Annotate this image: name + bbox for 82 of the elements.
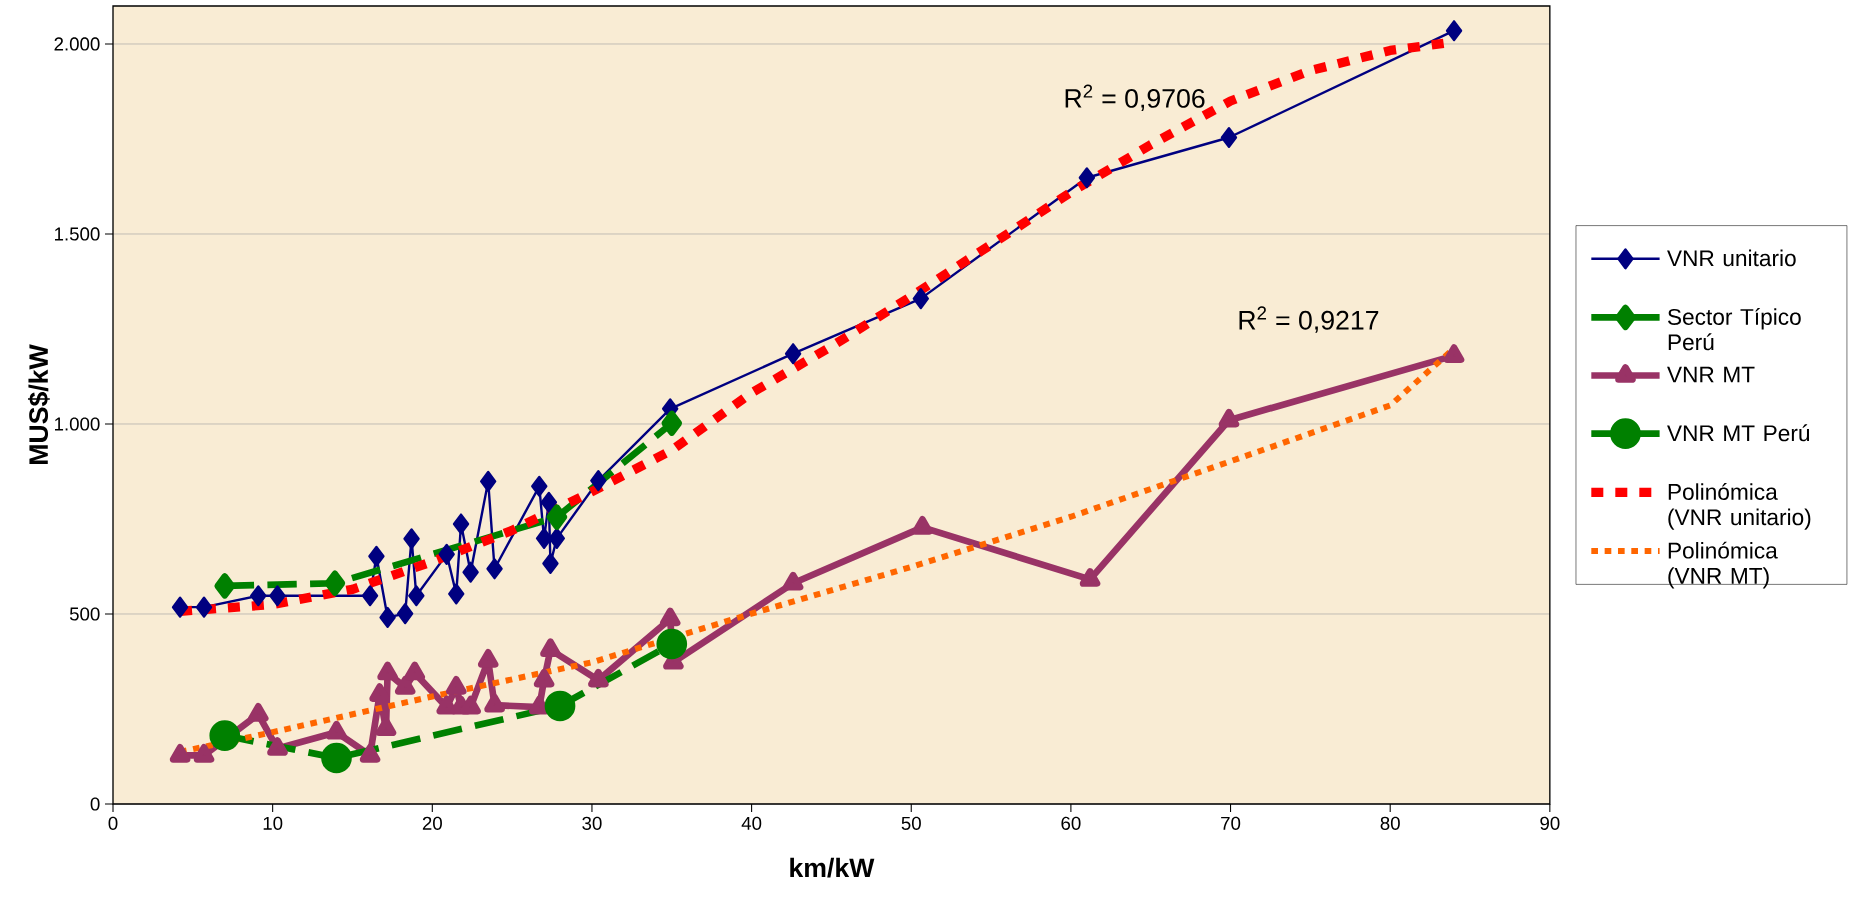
point	[394, 676, 416, 695]
point	[1220, 126, 1238, 149]
point	[193, 744, 215, 763]
y-tick-label: 1.000	[55, 417, 100, 431]
x-tick-label: 20	[422, 816, 442, 830]
point	[590, 470, 607, 492]
point	[484, 693, 505, 713]
point	[784, 343, 802, 365]
legend-label: Polinómica (VNR unitario)	[1668, 483, 1811, 530]
point	[361, 585, 379, 607]
point	[588, 668, 609, 688]
point	[533, 668, 555, 688]
annotation: R$^{2}$ = 0,9217	[1239, 306, 1379, 333]
point	[248, 702, 269, 722]
y-tick-label: 1.500	[55, 227, 100, 241]
point	[169, 744, 191, 763]
point	[462, 561, 479, 583]
point	[250, 585, 267, 607]
point	[782, 571, 804, 591]
point	[1079, 568, 1101, 587]
point	[403, 528, 420, 550]
point	[404, 661, 426, 681]
x-tick-label: 30	[582, 816, 602, 830]
x-axis-title: km/kW	[790, 857, 875, 878]
x-tick-label: 0	[108, 816, 118, 830]
x-tick-label: 80	[1380, 816, 1400, 830]
legend-label: VNR MT	[1667, 366, 1755, 383]
x-tick-label: 70	[1221, 816, 1241, 830]
annotation: R$^{2}$ = 0,9706	[1065, 84, 1205, 112]
point	[1445, 20, 1463, 42]
point	[1078, 167, 1096, 189]
point	[540, 491, 558, 513]
point	[269, 585, 286, 607]
point	[529, 695, 550, 715]
point	[540, 638, 561, 658]
point	[544, 690, 576, 722]
x-tick-label: 10	[263, 816, 283, 830]
point	[267, 737, 288, 756]
point	[531, 475, 548, 497]
point	[448, 583, 465, 605]
point	[452, 513, 470, 535]
point	[195, 596, 213, 618]
point	[321, 742, 352, 774]
point	[479, 470, 497, 492]
point	[546, 504, 568, 530]
legend-label: VNR MT Perú	[1667, 424, 1810, 442]
point	[438, 543, 455, 565]
y-tick-label: 0	[90, 797, 100, 811]
legend-label: Polinómica (VNR MT)	[1668, 541, 1778, 589]
point	[375, 717, 397, 737]
point	[659, 607, 681, 627]
y-axis-title: MUS$/kW	[28, 344, 50, 464]
point	[460, 695, 481, 715]
point	[548, 527, 566, 549]
point	[912, 516, 933, 535]
point	[359, 744, 381, 763]
point	[209, 720, 241, 751]
x-tick-label: 90	[1540, 816, 1560, 830]
point	[656, 628, 688, 660]
legend-label: VNR unitario	[1667, 249, 1796, 267]
point	[324, 570, 346, 596]
point	[326, 720, 347, 740]
point	[912, 288, 930, 310]
point	[408, 585, 425, 607]
legend-label: Sector Típico Perú	[1667, 308, 1801, 351]
point	[436, 695, 457, 715]
point	[214, 573, 236, 599]
point	[379, 606, 396, 628]
point	[368, 545, 385, 567]
point	[486, 558, 503, 580]
point	[377, 661, 398, 681]
x-tick-label: 60	[1061, 816, 1081, 830]
point	[542, 552, 559, 574]
point	[445, 676, 467, 695]
point	[396, 603, 414, 625]
x-tick-label: 50	[901, 816, 921, 830]
y-tick-label: 2.000	[54, 37, 100, 51]
x-tick-label: 40	[741, 816, 762, 830]
y-tick-label: 500	[69, 607, 100, 621]
point	[477, 649, 499, 668]
point	[171, 596, 189, 618]
point	[661, 410, 683, 436]
